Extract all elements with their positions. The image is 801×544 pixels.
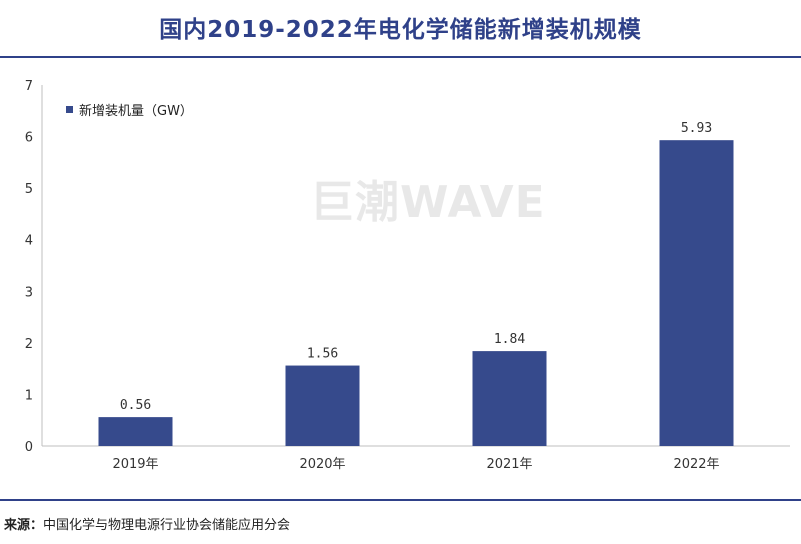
bar bbox=[98, 417, 173, 446]
y-tick-label: 6 bbox=[25, 131, 33, 146]
data-label: 1.84 bbox=[494, 332, 525, 347]
bar-chart: 0 1 2 3 4 5 6 7 0.56 2019年 1.56 2020年 1.84 2021年 5.93 2… bbox=[25, 79, 790, 472]
legend-swatch bbox=[66, 106, 73, 113]
x-tick-label: 2021年 bbox=[486, 457, 532, 472]
source-note: 来源：中国化学与物理电源行业协会储能应用分会 bbox=[4, 514, 290, 533]
y-tick-label: 7 bbox=[25, 79, 33, 94]
data-label: 1.56 bbox=[307, 347, 338, 362]
data-label: 5.93 bbox=[681, 121, 712, 136]
y-tick-label: 2 bbox=[25, 337, 33, 352]
bar bbox=[659, 140, 734, 446]
y-tick-label: 0 bbox=[25, 440, 33, 455]
watermark: 巨潮WAVE bbox=[310, 177, 546, 228]
x-tick-label: 2019年 bbox=[112, 457, 158, 472]
source-label: 来源： bbox=[4, 518, 44, 533]
x-tick-label: 2020年 bbox=[299, 457, 345, 472]
bar bbox=[472, 351, 547, 446]
y-tick-label: 5 bbox=[25, 182, 33, 197]
footer-divider bbox=[0, 499, 801, 501]
legend: 新增装机量（GW） bbox=[66, 100, 193, 119]
x-tick-label: 2022年 bbox=[673, 457, 719, 472]
data-label: 0.56 bbox=[120, 398, 151, 413]
chart-title: 国内2019-2022年电化学储能新增装机规模 bbox=[159, 17, 642, 43]
y-tick-label: 4 bbox=[25, 234, 33, 249]
y-tick-label: 3 bbox=[25, 285, 33, 300]
legend-label: 新增装机量（GW） bbox=[79, 104, 193, 119]
bar bbox=[285, 365, 360, 446]
title-divider bbox=[0, 56, 801, 58]
y-tick-label: 1 bbox=[25, 388, 33, 403]
source-text: 中国化学与物理电源行业协会储能应用分会 bbox=[43, 518, 291, 533]
